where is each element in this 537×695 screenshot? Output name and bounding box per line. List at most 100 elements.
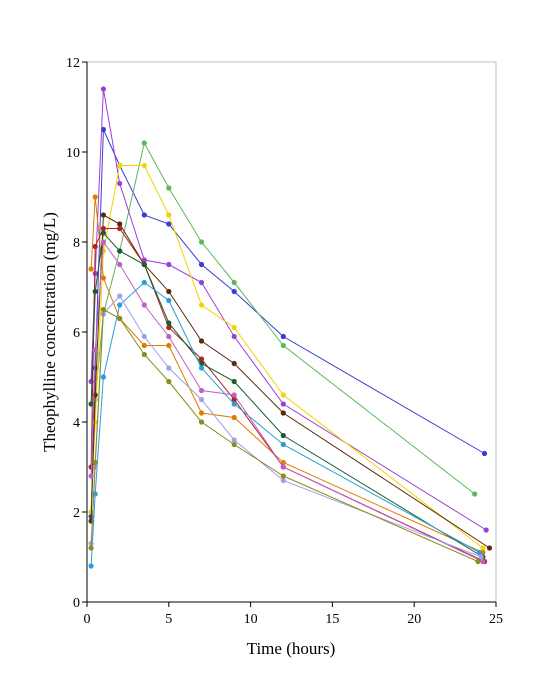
- series-line: [90, 308, 479, 562]
- series-line: [90, 231, 484, 558]
- data-point: [231, 401, 237, 407]
- data-point: [117, 261, 123, 268]
- series-line: [90, 141, 476, 513]
- data-point: [472, 491, 478, 497]
- series-line: [90, 214, 490, 549]
- data-point: [117, 293, 123, 299]
- data-point: [280, 441, 286, 448]
- plot-frame: [86, 61, 497, 603]
- series-line: [90, 196, 484, 553]
- data-point: [280, 392, 286, 398]
- series-10: [88, 239, 486, 565]
- data-point: [231, 414, 237, 421]
- y-axis-title: Theophylline concentration (mg/L): [40, 212, 59, 452]
- data-point: [92, 288, 98, 295]
- data-point: [477, 549, 483, 556]
- data-point: [166, 342, 172, 349]
- y-tick-label: 10: [66, 146, 80, 161]
- data-point: [100, 212, 106, 218]
- data-point: [198, 387, 205, 394]
- data-point: [231, 396, 237, 403]
- x-tick-label: 25: [489, 612, 503, 627]
- series-2: [88, 140, 478, 515]
- data-point: [166, 221, 172, 227]
- data-point: [117, 180, 123, 187]
- data-point: [166, 288, 172, 295]
- data-point: [231, 333, 237, 340]
- data-point: [198, 279, 205, 286]
- data-point: [92, 243, 98, 250]
- data-point: [92, 194, 98, 200]
- data-point: [100, 306, 106, 313]
- data-point: [480, 558, 486, 565]
- data-point: [475, 558, 481, 565]
- data-point: [231, 288, 237, 295]
- data-point: [198, 419, 205, 425]
- data-point: [198, 302, 205, 308]
- data-point: [231, 279, 237, 286]
- series-4: [88, 162, 486, 551]
- data-point: [166, 212, 172, 218]
- data-point: [100, 225, 106, 232]
- series-line: [90, 88, 487, 531]
- data-point: [100, 275, 106, 281]
- series-line: [90, 281, 480, 567]
- data-point: [486, 545, 493, 551]
- data-point: [166, 297, 172, 304]
- data-point: [280, 464, 286, 470]
- data-point: [198, 261, 205, 268]
- data-point: [166, 261, 172, 268]
- series-6: [88, 194, 486, 556]
- data-point: [88, 401, 94, 407]
- data-point: [231, 392, 237, 398]
- data-point: [141, 261, 147, 268]
- series-line: [90, 129, 485, 517]
- data-point: [231, 437, 237, 443]
- data-point: [92, 270, 98, 277]
- data-point: [100, 86, 106, 92]
- series-3: [88, 86, 489, 533]
- data-point: [166, 333, 172, 340]
- data-point: [280, 473, 286, 479]
- data-point: [88, 473, 94, 479]
- data-point: [92, 459, 98, 466]
- x-tick-label: 0: [84, 612, 91, 627]
- data-point: [198, 356, 205, 362]
- x-tick-label: 5: [165, 612, 172, 627]
- data-point: [231, 324, 237, 331]
- data-point: [198, 338, 205, 344]
- data-point: [280, 477, 286, 484]
- data-point: [88, 545, 94, 551]
- y-tick-label: 0: [73, 596, 80, 611]
- data-point: [280, 410, 286, 416]
- x-axis-ticks: 0 5 10 15 20 25: [84, 602, 503, 627]
- series-1: [88, 126, 488, 520]
- data-point: [480, 545, 486, 551]
- data-point: [280, 401, 286, 407]
- series-line: [90, 228, 485, 562]
- data-point: [231, 360, 237, 367]
- data-point: [198, 239, 205, 245]
- data-point: [198, 396, 205, 403]
- data-point: [481, 450, 488, 457]
- data-point: [141, 257, 147, 263]
- data-point: [117, 162, 123, 169]
- x-axis-title: Time (hours): [247, 639, 336, 658]
- data-point: [166, 320, 172, 326]
- data-point: [117, 248, 123, 254]
- data-point: [117, 225, 123, 232]
- data-point: [88, 266, 94, 272]
- x-tick-label: 10: [244, 612, 258, 627]
- data-point: [92, 347, 98, 353]
- series-line: [90, 240, 484, 562]
- data-point: [141, 140, 147, 146]
- y-tick-label: 2: [73, 506, 80, 521]
- data-point: [483, 527, 489, 533]
- data-point: [280, 459, 286, 466]
- data-point: [280, 432, 286, 439]
- series-8: [88, 230, 486, 560]
- data-point: [166, 324, 172, 331]
- series-line: [90, 165, 484, 549]
- data-point: [141, 351, 147, 358]
